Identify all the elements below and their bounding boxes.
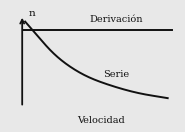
Text: n: n [29,9,36,18]
Text: Derivación: Derivación [90,15,143,24]
Text: Velocidad: Velocidad [77,116,125,125]
Text: Serie: Serie [103,70,129,79]
